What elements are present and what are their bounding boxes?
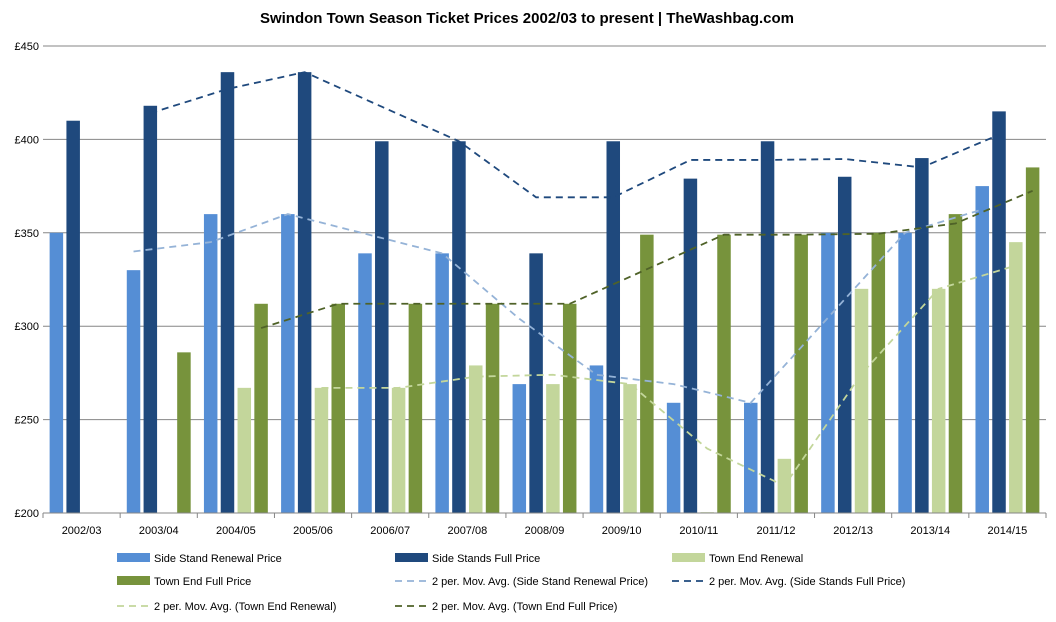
legend-item-2-per-mov-avg-town-end-renewal: 2 per. Mov. Avg. (Town End Renewal) [117,601,336,613]
bar-town-end-full-price-2014-15 [1025,167,1040,514]
bar-town-end-full-price-2010-11 [717,234,731,513]
y-tick-label: £250 [15,415,39,427]
legend-label: 2 per. Mov. Avg. (Side Stands Full Price… [709,576,905,588]
bar-side-stands-full-price-2002-03 [66,120,80,513]
bar-town-end-renewal-2007-08 [468,365,483,513]
bar-town-end-full-price-2012-13 [871,232,886,514]
bar-town-end-full-price-2006-07 [408,303,423,513]
legend-swatch [395,553,428,562]
legend-label: 2 per. Mov. Avg. (Town End Renewal) [154,601,336,613]
bar-side-stand-renewal-price-2009-10 [589,365,604,513]
bars [49,72,1040,514]
bar-side-stands-full-price-2003-04 [143,105,158,513]
legend-label: 2 per. Mov. Avg. (Side Stand Renewal Pri… [432,576,648,588]
bar-side-stand-renewal-price-2004-05 [203,214,218,513]
bar-town-end-full-price-2003-04 [177,352,191,513]
legend-swatch [117,553,150,562]
bar-side-stand-renewal-price-2013-14 [898,232,912,514]
x-tick-label: 2003/04 [139,525,179,537]
bar-town-end-full-price-2008-09 [562,303,577,513]
y-axis: £200 £250 £300 £350 £400 £450 [15,41,39,520]
bar-town-end-full-price-2011-12 [794,234,808,513]
bar-town-end-renewal-2012-13 [854,288,869,513]
y-tick-label: £300 [15,321,39,333]
bar-side-stands-full-price-2008-09 [529,253,543,513]
bar-side-stand-renewal-price-2005-06 [281,214,295,513]
bar-town-end-renewal-2008-09 [546,384,560,513]
bar-side-stands-full-price-2012-13 [837,176,852,513]
legend: Side Stand Renewal Price Side Stands Full… [117,553,905,613]
legend-label: 2 per. Mov. Avg. (Town End Full Price) [432,601,617,613]
bar-side-stand-renewal-price-2002-03 [49,232,64,514]
bar-side-stand-renewal-price-2003-04 [126,270,141,513]
legend-label: Side Stands Full Price [432,553,540,565]
legend-item-2-per-mov-avg-town-end-full-price: 2 per. Mov. Avg. (Town End Full Price) [395,601,617,613]
legend-swatch [672,553,705,562]
trendline-side-stands-full-price [150,71,1000,199]
bar-town-end-full-price-2005-06 [331,303,345,513]
bar-town-end-renewal-2013-14 [931,288,946,513]
bar-side-stands-full-price-2011-12 [760,141,775,513]
bar-town-end-full-price-2009-10 [640,234,654,513]
legend-item-side-stands-full-price: Side Stands Full Price [395,553,540,565]
bar-side-stands-full-price-2004-05 [220,72,235,513]
bar-town-end-renewal-2006-07 [391,387,406,513]
bar-town-end-full-price-2007-08 [485,303,500,513]
x-axis: 2002/03 2003/04 2004/05 2005/06 2006/07 2007/… [42,512,1047,537]
bar-side-stand-renewal-price-2006-07 [358,253,372,513]
x-tick-label: 2006/07 [370,525,410,537]
x-tick-label: 2011/12 [756,525,795,537]
bar-side-stand-renewal-price-2012-13 [821,232,835,514]
bar-town-end-renewal-2009-10 [623,384,637,513]
bar-side-stands-full-price-2007-08 [452,141,466,513]
bar-town-end-renewal-2004-05 [237,387,252,513]
trendline-town-end-renewal [321,264,1017,488]
legend-item-2-per-mov-avg-side-stand-renewal-price: 2 per. Mov. Avg. (Side Stand Renewal Pri… [395,576,648,588]
x-tick-label: 2014/15 [988,525,1028,537]
grid-lines [43,45,1046,514]
x-tick-label: 2008/09 [525,525,565,537]
trendline-town-end-full-price [260,189,1033,329]
legend-item-2-per-mov-avg-side-stands-full-price: 2 per. Mov. Avg. (Side Stands Full Price… [672,576,905,588]
x-tick-label: 2013/14 [910,525,950,537]
x-tick-label: 2012/13 [833,525,873,537]
trendline-side-stand-renewal-price [133,208,983,404]
x-tick-label: 2002/03 [62,525,102,537]
bar-town-end-full-price-2013-14 [948,214,963,513]
x-tick-label: 2007/08 [447,525,487,537]
bar-side-stands-full-price-2009-10 [606,141,621,513]
bar-town-end-renewal-2014-15 [1009,242,1023,513]
legend-label: Town End Renewal [709,553,803,565]
y-tick-label: £200 [15,508,39,520]
x-tick-label: 2005/06 [293,525,333,537]
y-tick-label: £450 [15,41,39,53]
legend-label: Side Stand Renewal Price [154,553,282,565]
bar-side-stand-renewal-price-2011-12 [744,402,758,513]
bar-side-stand-renewal-price-2014-15 [975,186,989,513]
legend-item-town-end-full-price: Town End Full Price [117,576,251,588]
bar-side-stand-renewal-price-2010-11 [666,402,681,513]
bar-town-end-renewal-2005-06 [314,387,329,513]
bar-side-stand-renewal-price-2008-09 [512,384,527,513]
legend-label: Town End Full Price [154,576,251,588]
y-tick-label: £350 [15,228,39,240]
bar-side-stands-full-price-2006-07 [375,141,389,513]
trendlines [133,71,1033,488]
bar-side-stands-full-price-2013-14 [915,158,929,513]
legend-swatch [117,576,150,585]
bar-side-stands-full-price-2014-15 [992,111,1006,513]
x-tick-label: 2009/10 [602,525,642,537]
bar-side-stand-renewal-price-2007-08 [435,253,449,513]
legend-item-town-end-renewal: Town End Renewal [672,553,803,565]
bar-town-end-full-price-2004-05 [254,303,268,513]
legend-item-side-stand-renewal-price: Side Stand Renewal Price [117,553,282,565]
y-tick-label: £400 [15,134,39,146]
chart-title: Swindon Town Season Ticket Prices 2002/0… [260,10,794,27]
x-tick-label: 2010/11 [679,525,718,537]
bar-side-stands-full-price-2010-11 [683,178,698,514]
x-tick-label: 2004/05 [216,525,256,537]
bar-side-stands-full-price-2005-06 [297,72,312,513]
